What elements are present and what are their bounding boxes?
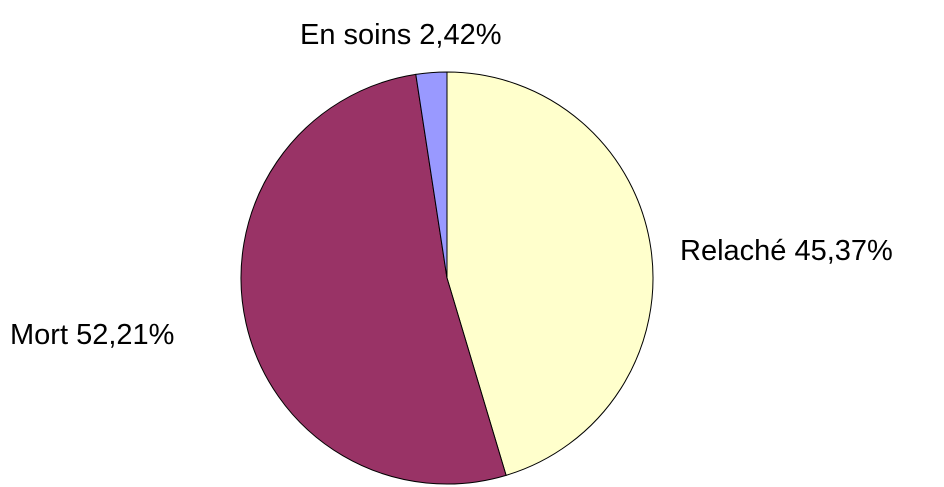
value-label: 2,42% bbox=[419, 19, 501, 51]
pie-slice bbox=[415, 71, 448, 279]
value-label: 45,37% bbox=[794, 235, 892, 267]
data-label: Relaché 45,37% bbox=[680, 235, 893, 267]
data-label: En soins 2,42% bbox=[300, 19, 502, 51]
category-label: Relaché bbox=[680, 235, 786, 267]
pie-slice bbox=[446, 71, 654, 476]
pie-slice bbox=[240, 73, 507, 485]
category-label: Mort bbox=[10, 319, 68, 351]
value-label: 52,21% bbox=[76, 319, 174, 351]
category-label: En soins bbox=[300, 19, 411, 51]
data-label: Mort 52,21% bbox=[10, 319, 174, 351]
